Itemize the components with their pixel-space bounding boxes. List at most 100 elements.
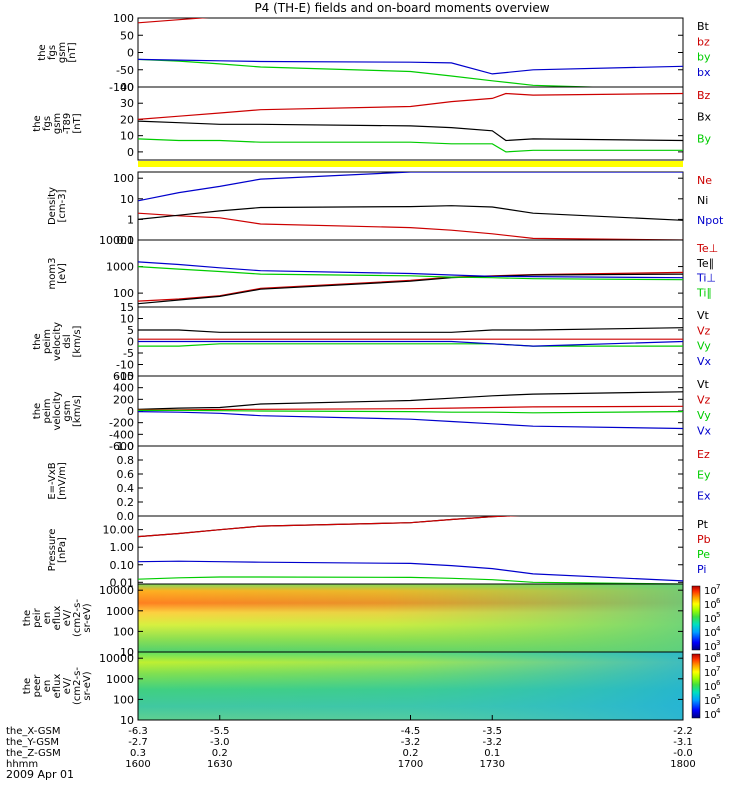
colorbar-tick-label: 10 (704, 600, 717, 611)
y-axis-label: the (37, 44, 48, 60)
y-tick-label: 0 (127, 405, 134, 418)
series-group (138, 516, 683, 584)
series-line-vz (138, 405, 683, 411)
legend-bz: Bz (697, 89, 711, 102)
series-group (138, 327, 683, 347)
y-tick-label: -200 (109, 417, 134, 430)
colorbar-tick-label: 10 (704, 642, 717, 653)
y-tick-label: 40 (120, 81, 134, 94)
y-axis-label: dsl (62, 334, 73, 348)
y-axis-label: eV/ (62, 677, 73, 694)
legend-ne: Ne (697, 174, 712, 187)
colorbar-tick-exponent: 4 (716, 625, 721, 633)
y-axis-label: Pressure (47, 529, 58, 572)
colorbar-tick-exponent: 7 (716, 583, 720, 591)
colorbar-tick-exponent: 6 (716, 679, 721, 687)
y-tick-label: 10000 (99, 584, 134, 597)
series-line-bz (138, 92, 683, 120)
legend-vt: Vt (697, 309, 710, 322)
legend-by: by (697, 51, 711, 64)
y-tick-label: 10 (120, 714, 134, 727)
y-axis-label: en (42, 680, 53, 693)
legend-vy: Vy (697, 409, 711, 422)
y-axis-label: fgs (47, 45, 58, 60)
legend-vz: Vz (697, 394, 711, 407)
date-label: 2009 Apr 01 (6, 768, 74, 781)
panel-frame (137, 17, 684, 88)
y-axis-label: [nT] (67, 42, 78, 62)
x-tick-label: -3.2 (482, 737, 502, 748)
legend-vx: Vx (697, 425, 712, 438)
y-axis-label: [km/s] (72, 395, 83, 427)
legend-ex: Ex (697, 489, 711, 502)
y-tick-label: 1000 (106, 605, 134, 618)
legend-te∥: Te∥ (696, 257, 714, 270)
y-axis-label: eflux (52, 674, 63, 699)
y-tick-label: 10 (120, 313, 134, 326)
series-line-bx (138, 58, 683, 75)
y-axis-label: velocity (52, 322, 63, 361)
legend-vt: Vt (697, 378, 710, 391)
y-tick-label: 1 (127, 213, 134, 226)
y-tick-label: 0.8 (117, 454, 135, 467)
series-line-vx (138, 340, 683, 347)
colorbar-tick-exponent: 8 (716, 651, 720, 659)
x-tick-label: -5.5 (210, 726, 230, 737)
x-tick-label: -0.0 (673, 748, 693, 759)
y-axis-label: [eV] (57, 263, 68, 284)
y-axis-label: peer (32, 674, 43, 698)
y-axis-label: (cm2-s- (72, 667, 83, 705)
x-tick-label: -2.2 (673, 726, 693, 737)
x-tick-label: -4.5 (401, 726, 421, 737)
y-tick-label: 50 (120, 29, 134, 42)
series-group (138, 18, 683, 87)
legend-pb: Pb (697, 533, 711, 546)
panel-frame (137, 515, 684, 585)
colorbar-tick-label: 10 (704, 654, 717, 665)
legend-ti⊥: Ti⊥ (696, 272, 716, 285)
flag-bar (138, 161, 683, 167)
y-axis-label: the (32, 403, 43, 419)
panel-4: 10000 1000 100 mom3 [eV] Te⊥ Te∥ Ti⊥Ti∥ (47, 234, 718, 308)
legend-bx: Bx (697, 111, 712, 124)
legend-bz: bz (697, 35, 710, 48)
y-axis-label: fgs (42, 116, 53, 131)
y-tick-label: 10.00 (103, 524, 135, 537)
y-tick-label: -50 (116, 64, 134, 77)
y-tick-label: 0.0 (117, 510, 135, 523)
y-tick-label: 0.6 (117, 468, 135, 481)
y-axis-label: mom3 (47, 258, 58, 290)
y-tick-label: -15 (116, 370, 134, 383)
y-tick-label: 0 (127, 336, 134, 349)
x-tick-label: -6.3 (128, 726, 148, 737)
colorbar-tick-label: 10 (704, 586, 717, 597)
panel-frame (137, 445, 684, 517)
y-tick-label: 100 (113, 625, 134, 638)
y-axis-label: gsm (52, 113, 63, 134)
series-line-ti⊥ (138, 261, 683, 279)
y-axis-label: peim (42, 329, 53, 354)
y-axis-label: -T89 (62, 113, 73, 135)
x-tick-label: -3.2 (401, 737, 421, 748)
colorbar (691, 653, 701, 719)
legend-ni: Ni (697, 194, 708, 207)
y-tick-label: 10000 (99, 652, 134, 665)
y-axis-label: [cm-3] (57, 189, 68, 222)
y-tick-label: -5 (123, 347, 134, 360)
colorbar-tick-exponent: 5 (716, 693, 720, 701)
y-axis-label: [nPa] (57, 537, 68, 563)
series-group (138, 391, 683, 430)
y-tick-label: 100 (113, 287, 134, 300)
colorbar-tick-exponent: 3 (716, 639, 720, 647)
y-tick-label: 0.01 (110, 576, 135, 589)
x-row-label: hhmm (6, 759, 38, 770)
y-axis-label: eV/ (62, 609, 73, 626)
series-line-vy (138, 409, 683, 414)
series-line-bz (138, 18, 210, 24)
legend-te⊥: Te⊥ (696, 242, 718, 255)
y-axis-label: sr-eV) (82, 603, 93, 632)
